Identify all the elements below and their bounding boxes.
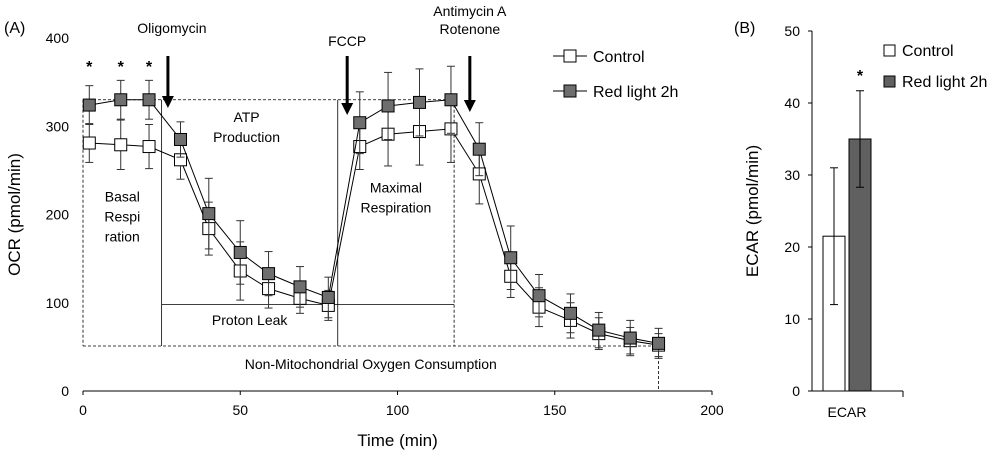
y-tick-label-b: 40	[784, 95, 800, 111]
injection-label: Antimycin A	[433, 3, 507, 19]
significance-star: *	[118, 59, 125, 76]
legend-swatch-b	[883, 44, 896, 57]
y-axis-title-a: OCR (pmol/min)	[5, 153, 24, 276]
ocr-series: * * *	[82, 59, 666, 359]
data-point-red-light	[353, 116, 367, 130]
legend-marker	[563, 49, 577, 63]
region-label: Production	[213, 129, 280, 145]
axes-b: 0 10 20 30 40 50 ECAR	[784, 23, 904, 420]
legend-label-b: Control	[902, 43, 954, 60]
data-point-red-light	[262, 267, 276, 281]
legend-b: Control Red light 2h	[883, 43, 987, 91]
data-point-red-light	[563, 306, 577, 320]
data-point-red-light	[142, 93, 156, 107]
data-point-red-light	[532, 289, 546, 303]
y-tick-label-a: 0	[61, 383, 69, 399]
region-label: Non-Mitochondrial Oxygen Consumption	[245, 356, 497, 372]
y-tick-label-a: 400	[46, 30, 70, 46]
data-point-red-light	[592, 323, 606, 337]
y-tick-label-b: 10	[784, 311, 800, 327]
data-point-red-light	[173, 132, 187, 146]
data-point-red-light	[233, 245, 247, 259]
x-tick-label-a: 200	[700, 402, 724, 418]
panel-label-b: (B)	[734, 20, 755, 37]
x-tick-label-a: 150	[543, 402, 567, 418]
data-point-control	[142, 140, 156, 154]
significance-star: *	[146, 59, 153, 76]
region-label: Basal	[105, 188, 140, 204]
data-point-red-light	[623, 331, 637, 345]
region-label: Respiration	[361, 199, 432, 215]
x-tick-label-a: 100	[386, 402, 410, 418]
legend-label: Red light 2h	[593, 84, 678, 101]
panel-label-a: (A)	[4, 20, 25, 37]
data-point-red-light	[504, 251, 518, 265]
data-point-red-light	[202, 207, 216, 221]
injection-markers: Oligomycin FCCP Antimycin A Rotenone	[137, 3, 507, 115]
x-category-label-b: ECAR	[828, 404, 867, 420]
injection-label: FCCP	[328, 33, 366, 49]
y-tick-label-a: 100	[46, 295, 70, 311]
injection-label: Rotenone	[439, 21, 500, 37]
legend-marker	[563, 84, 577, 98]
legend-a: Control Red light 2h	[553, 49, 678, 101]
data-point-red-light	[82, 98, 96, 112]
data-point-control	[82, 136, 96, 150]
x-tick-label-a: 50	[232, 402, 248, 418]
data-point-red-light	[444, 93, 458, 107]
x-tick-label-a: 0	[79, 402, 87, 418]
injection-arrow-head	[161, 96, 174, 108]
data-point-control	[114, 138, 128, 152]
axes-a: 0 50 100 150 200 0 100 200 300 400	[46, 30, 724, 418]
region-label: Maximal	[370, 179, 422, 195]
y-tick-label-a: 300	[46, 118, 70, 134]
y-tick-label-b: 50	[784, 23, 800, 39]
region-label: ration	[105, 228, 140, 244]
region-label: Respi	[104, 208, 140, 224]
injection-arrow-head	[463, 100, 476, 112]
data-point-red-light	[652, 336, 666, 350]
data-point-red-light	[293, 280, 307, 294]
significance-star: *	[86, 59, 93, 76]
y-tick-label-b: 20	[784, 239, 800, 255]
legend-label-b: Red light 2h	[902, 74, 987, 91]
injection-label: Oligomycin	[137, 20, 206, 36]
region-label: ATP	[233, 109, 259, 125]
ecar-bars: *	[822, 68, 872, 392]
region-label: Proton Leak	[212, 312, 288, 328]
data-point-red-light	[413, 95, 427, 109]
significance-star-b: *	[857, 68, 864, 85]
legend-swatch-b	[883, 75, 896, 88]
data-point-red-light	[321, 290, 335, 304]
y-axis-title-b: ECAR (pmol/min)	[743, 145, 762, 277]
data-point-red-light	[114, 93, 128, 107]
x-axis-title-a: Time (min)	[357, 431, 438, 450]
data-point-red-light	[381, 99, 395, 113]
y-tick-label-a: 200	[46, 207, 70, 223]
data-point-red-light	[472, 142, 486, 156]
legend-label: Control	[593, 49, 645, 66]
y-tick-label-b: 0	[792, 383, 800, 399]
injection-arrow-head	[341, 103, 354, 115]
y-tick-label-b: 30	[784, 167, 800, 183]
